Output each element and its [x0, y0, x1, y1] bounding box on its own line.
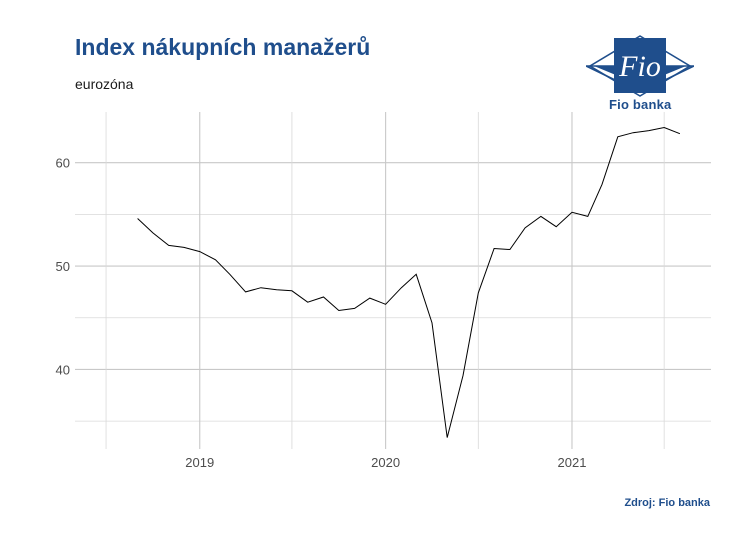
- y-axis-ticks: 40 50 60: [56, 156, 70, 378]
- x-tick-label: 2021: [558, 455, 587, 470]
- y-tick-label: 50: [56, 259, 70, 274]
- x-tick-label: 2020: [371, 455, 400, 470]
- x-axis-ticks: 2019 2020 2021: [185, 455, 586, 470]
- chart-subtitle: eurozóna: [75, 76, 134, 92]
- chart-title: Index nákupních manažerů: [75, 34, 371, 60]
- logo-box: [614, 38, 666, 93]
- y-tick-label: 60: [56, 156, 70, 171]
- y-tick-label: 40: [56, 362, 70, 377]
- grid: [75, 112, 711, 449]
- x-tick-label: 2019: [185, 455, 214, 470]
- fio-logo: Fio: [586, 35, 694, 97]
- logo-fio-text: Fio: [618, 50, 661, 83]
- logo-diamond-outline: [588, 35, 692, 97]
- source-note: Zdroj: Fio banka: [624, 497, 710, 509]
- logo-bank-name: Fio banka: [609, 97, 672, 112]
- series-line-pmi: [137, 126, 681, 438]
